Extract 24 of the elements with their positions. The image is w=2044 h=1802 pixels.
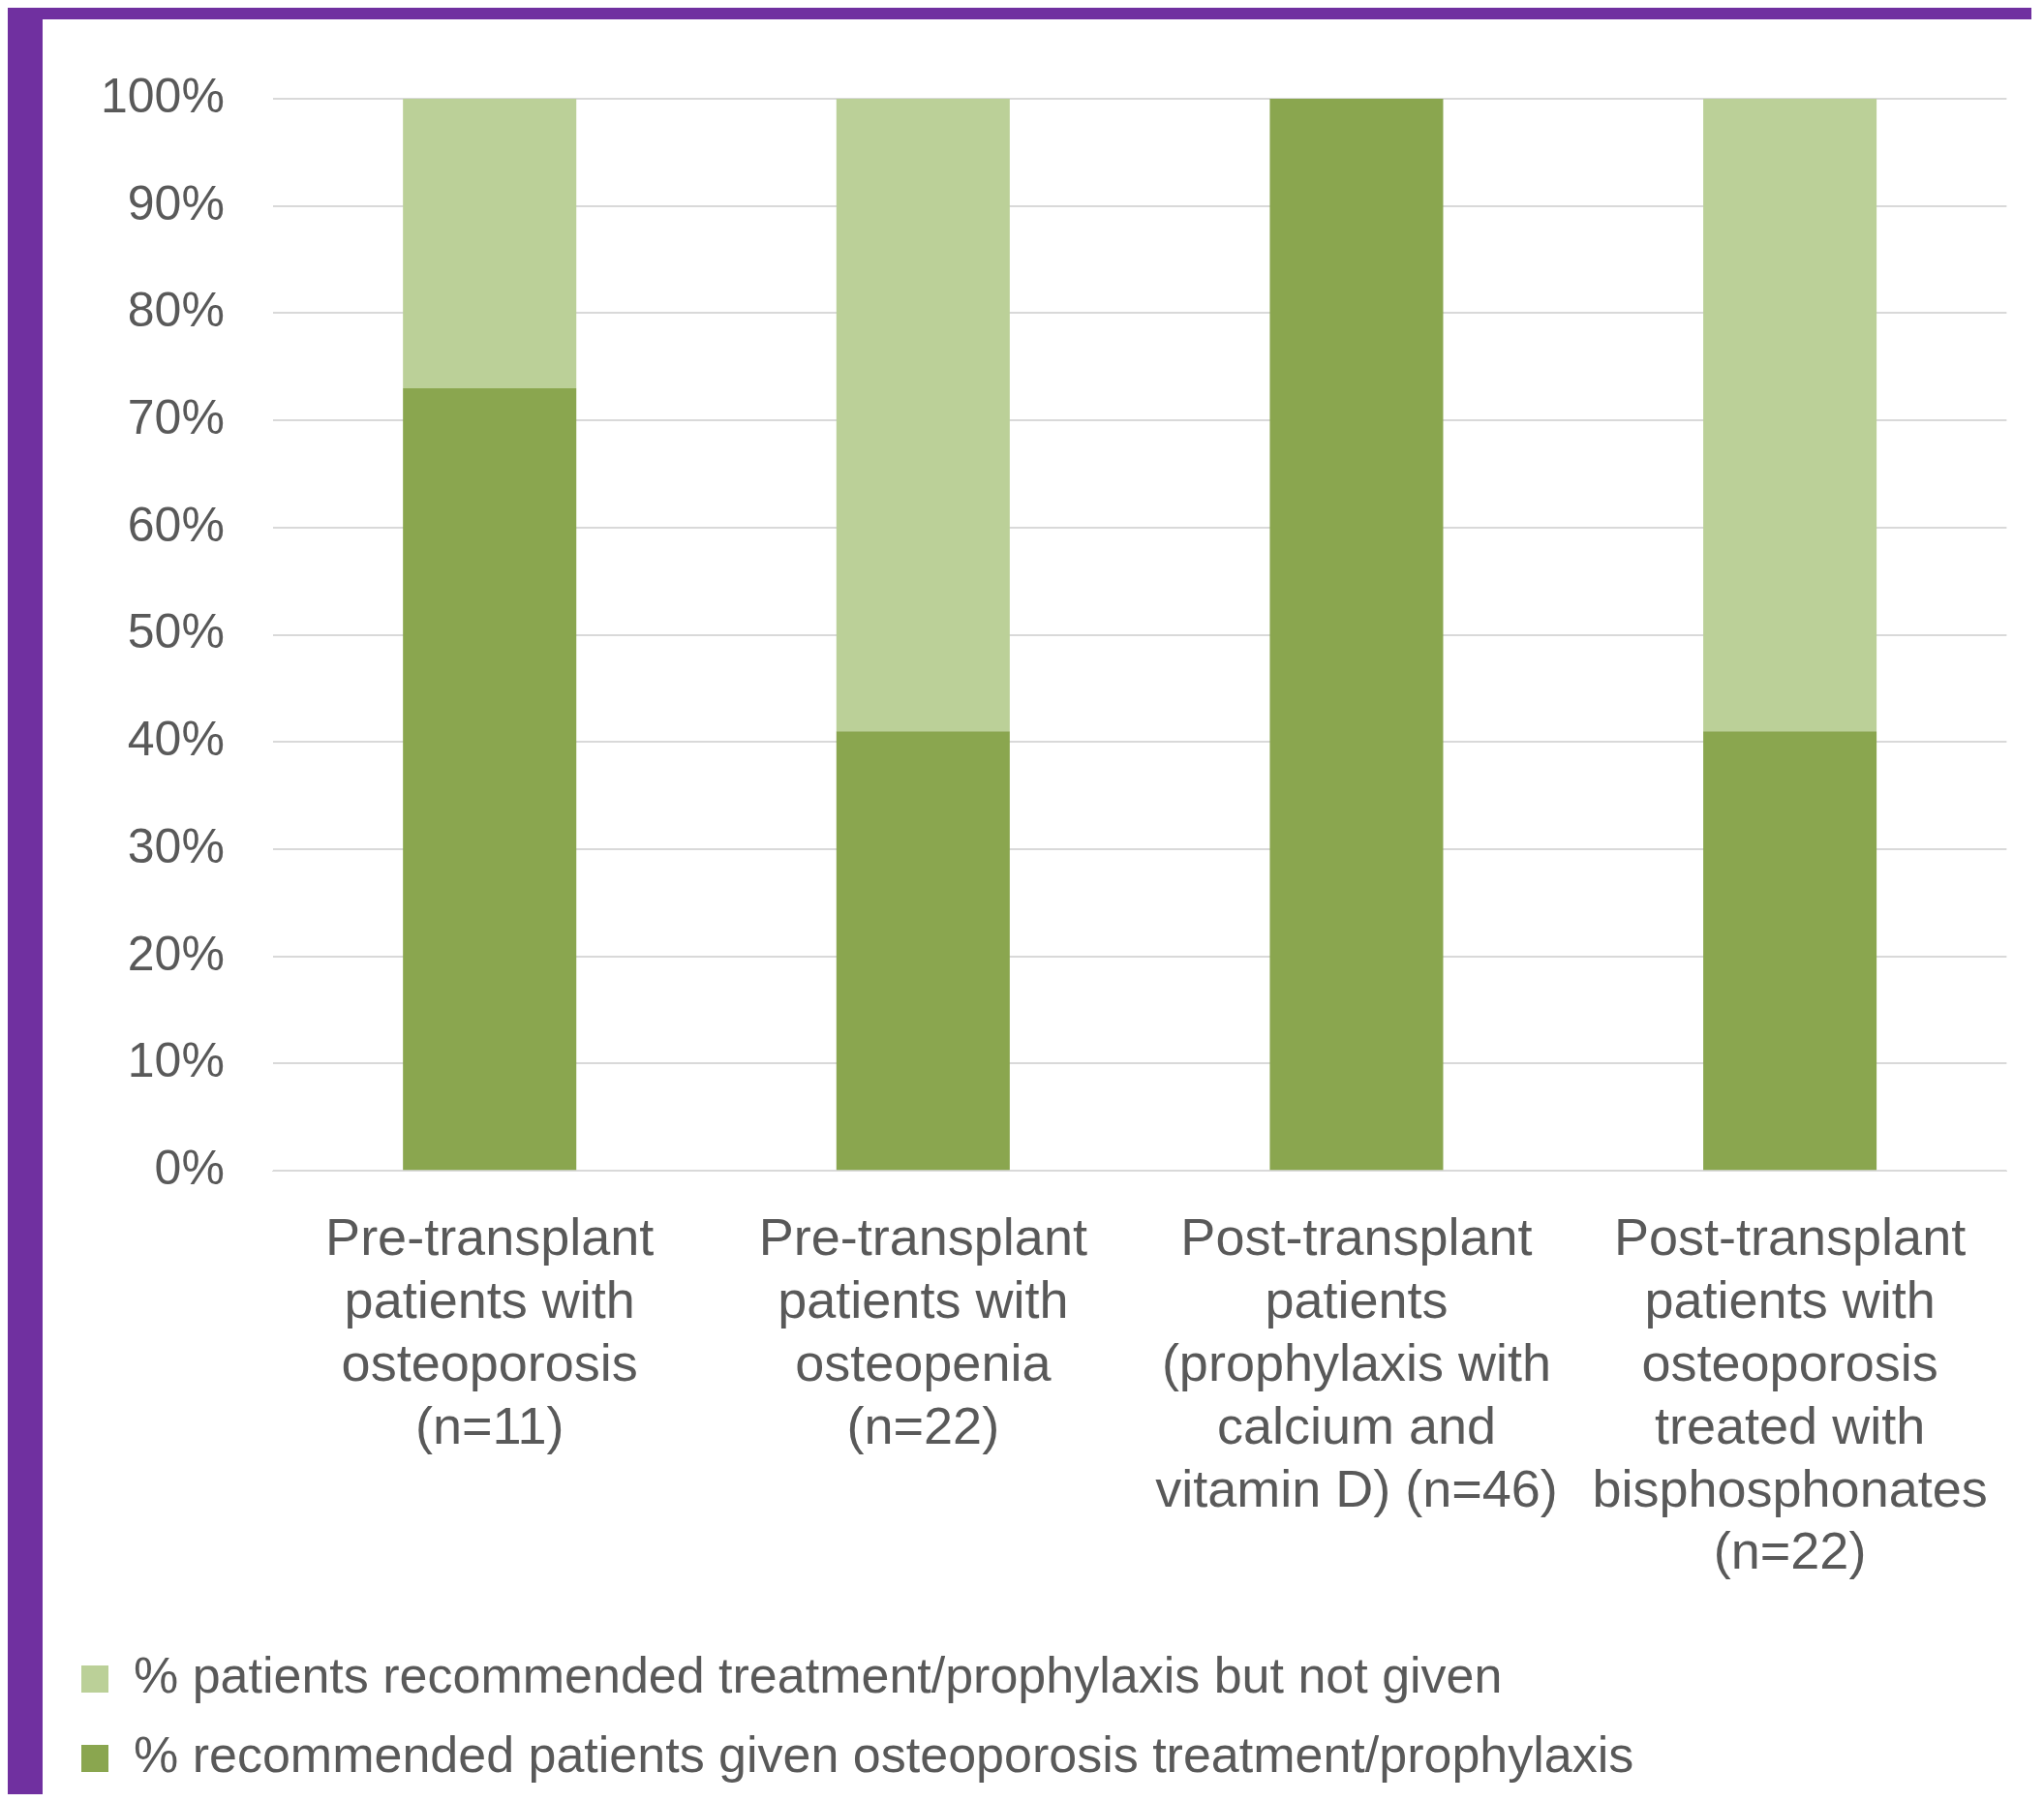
bar [1269, 99, 1444, 1171]
bar [403, 99, 577, 388]
y-tick-label: 10% [127, 1033, 225, 1088]
bar [1703, 731, 1877, 1171]
y-tick-label: 30% [127, 818, 225, 873]
x-tick-label: Pre-transplant patients with osteopenia (n=22) [758, 1207, 1087, 1454]
x-tick-label: Post-transplant patients with osteoporosis treated with bisphosphonates (n=22) [1592, 1207, 1988, 1580]
x-tick-label: Post-transplant patients (prophylaxis with calcium and vitamin D) (n=46) [1155, 1207, 1558, 1517]
y-tick-label: 70% [127, 389, 225, 444]
y-tick-label: 20% [127, 926, 225, 981]
y-tick-label: 90% [127, 175, 225, 230]
y-tick-label: 60% [127, 497, 225, 552]
y-tick-label: 50% [127, 604, 225, 659]
bar [836, 731, 1010, 1171]
legend-label: % patients recommended treatment/prophylaxis but not given [134, 1647, 1503, 1704]
x-tick-label: Pre-transplant patients with osteoporosis (n=11) [325, 1207, 655, 1454]
y-tick-label: 80% [127, 283, 225, 338]
legend-label: % recommended patients given osteoporosis treatment/prophylaxis [134, 1726, 1634, 1784]
y-tick-label: 0% [154, 1140, 225, 1195]
y-tick-label: 100% [100, 68, 225, 123]
bar [836, 99, 1010, 732]
y-tick-label: 40% [127, 712, 225, 767]
bar [1703, 99, 1877, 732]
bar [403, 387, 577, 1171]
